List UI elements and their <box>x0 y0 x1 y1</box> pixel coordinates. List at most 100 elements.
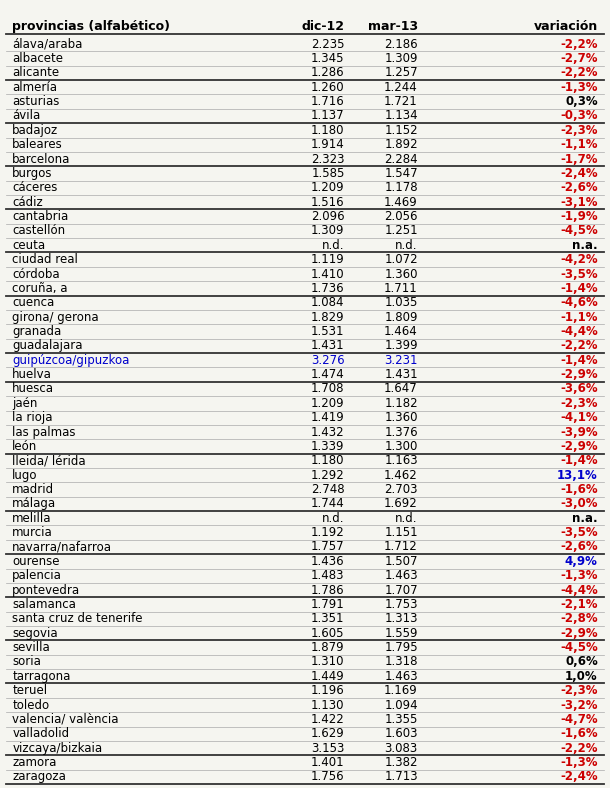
Text: -4,4%: -4,4% <box>560 584 598 597</box>
Text: -3,5%: -3,5% <box>560 267 598 281</box>
Text: la rioja: la rioja <box>12 411 52 424</box>
Text: 1.647: 1.647 <box>384 382 418 396</box>
Text: 1.292: 1.292 <box>311 469 345 481</box>
Text: 2.056: 2.056 <box>384 210 418 223</box>
Text: ávila: ávila <box>12 110 40 122</box>
Text: melilla: melilla <box>12 511 52 525</box>
Text: 1.401: 1.401 <box>311 756 345 769</box>
Text: 1.516: 1.516 <box>311 195 345 209</box>
Text: huelva: huelva <box>12 368 52 381</box>
Text: barcelona: barcelona <box>12 153 71 165</box>
Text: salamanca: salamanca <box>12 598 76 611</box>
Text: 1.182: 1.182 <box>384 397 418 410</box>
Text: 1.151: 1.151 <box>384 526 418 539</box>
Text: 1.547: 1.547 <box>384 167 418 180</box>
Text: -1,3%: -1,3% <box>561 569 598 582</box>
Text: 1.376: 1.376 <box>384 426 418 439</box>
Text: 1.257: 1.257 <box>384 66 418 80</box>
Text: -3,5%: -3,5% <box>560 526 598 539</box>
Text: variación: variación <box>534 20 598 33</box>
Text: 1.309: 1.309 <box>311 225 345 237</box>
Text: 2.235: 2.235 <box>311 38 345 50</box>
Text: granada: granada <box>12 325 62 338</box>
Text: segovia: segovia <box>12 626 58 640</box>
Text: 1.355: 1.355 <box>384 713 418 726</box>
Text: -4,5%: -4,5% <box>560 225 598 237</box>
Text: 1.192: 1.192 <box>311 526 345 539</box>
Text: burgos: burgos <box>12 167 52 180</box>
Text: jaén: jaén <box>12 397 38 410</box>
Text: mar-13: mar-13 <box>368 20 418 33</box>
Text: n.d.: n.d. <box>395 511 418 525</box>
Text: -1,1%: -1,1% <box>561 138 598 151</box>
Text: huesca: huesca <box>12 382 54 396</box>
Text: 1.721: 1.721 <box>384 95 418 108</box>
Text: 2.284: 2.284 <box>384 153 418 165</box>
Text: 1.431: 1.431 <box>311 340 345 352</box>
Text: 1.339: 1.339 <box>311 440 345 453</box>
Text: 2.323: 2.323 <box>311 153 345 165</box>
Text: 1.419: 1.419 <box>311 411 345 424</box>
Text: 1.163: 1.163 <box>384 455 418 467</box>
Text: 1.507: 1.507 <box>384 555 418 568</box>
Text: -2,3%: -2,3% <box>561 684 598 697</box>
Text: 1.035: 1.035 <box>384 296 418 309</box>
Text: 1.879: 1.879 <box>311 641 345 654</box>
Text: 1.829: 1.829 <box>311 310 345 324</box>
Text: zaragoza: zaragoza <box>12 771 66 783</box>
Text: 3.276: 3.276 <box>311 354 345 366</box>
Text: 1.707: 1.707 <box>384 584 418 597</box>
Text: -2,8%: -2,8% <box>560 612 598 626</box>
Text: 1.399: 1.399 <box>384 340 418 352</box>
Text: santa cruz de tenerife: santa cruz de tenerife <box>12 612 143 626</box>
Text: ceuta: ceuta <box>12 239 45 252</box>
Text: 1.196: 1.196 <box>311 684 345 697</box>
Text: -2,2%: -2,2% <box>561 38 598 50</box>
Text: -4,2%: -4,2% <box>560 253 598 266</box>
Text: 1.351: 1.351 <box>311 612 345 626</box>
Text: las palmas: las palmas <box>12 426 76 439</box>
Text: -2,9%: -2,9% <box>560 626 598 640</box>
Text: 1.318: 1.318 <box>384 656 418 668</box>
Text: 1.251: 1.251 <box>384 225 418 237</box>
Text: 1.744: 1.744 <box>311 497 345 511</box>
Text: -3,2%: -3,2% <box>561 698 598 712</box>
Text: murcia: murcia <box>12 526 53 539</box>
Text: 1.736: 1.736 <box>311 282 345 295</box>
Text: -1,4%: -1,4% <box>560 455 598 467</box>
Text: -4,7%: -4,7% <box>560 713 598 726</box>
Text: guadalajara: guadalajara <box>12 340 83 352</box>
Text: 0,3%: 0,3% <box>565 95 598 108</box>
Text: -2,7%: -2,7% <box>561 52 598 65</box>
Text: 3.083: 3.083 <box>384 742 418 755</box>
Text: -4,4%: -4,4% <box>560 325 598 338</box>
Text: 3.231: 3.231 <box>384 354 418 366</box>
Text: asturias: asturias <box>12 95 60 108</box>
Text: -1,3%: -1,3% <box>561 756 598 769</box>
Text: león: león <box>12 440 37 453</box>
Text: navarra/nafarroa: navarra/nafarroa <box>12 541 112 553</box>
Text: soria: soria <box>12 656 41 668</box>
Text: -2,6%: -2,6% <box>560 181 598 195</box>
Text: 1.708: 1.708 <box>311 382 345 396</box>
Text: valladolid: valladolid <box>12 727 70 740</box>
Text: 13,1%: 13,1% <box>557 469 598 481</box>
Text: 1.180: 1.180 <box>311 124 345 137</box>
Text: 1.712: 1.712 <box>384 541 418 553</box>
Text: n.d.: n.d. <box>395 239 418 252</box>
Text: 1.244: 1.244 <box>384 80 418 94</box>
Text: 1.169: 1.169 <box>384 684 418 697</box>
Text: -3,1%: -3,1% <box>561 195 598 209</box>
Text: 1.914: 1.914 <box>311 138 345 151</box>
Text: 1.178: 1.178 <box>384 181 418 195</box>
Text: -4,1%: -4,1% <box>560 411 598 424</box>
Text: provincias (alfabético): provincias (alfabético) <box>12 20 170 33</box>
Text: -1,6%: -1,6% <box>560 483 598 496</box>
Text: coruña, a: coruña, a <box>12 282 68 295</box>
Text: 1.309: 1.309 <box>384 52 418 65</box>
Text: 2.096: 2.096 <box>311 210 345 223</box>
Text: 1.605: 1.605 <box>311 626 345 640</box>
Text: sevilla: sevilla <box>12 641 50 654</box>
Text: 1.313: 1.313 <box>384 612 418 626</box>
Text: 1.464: 1.464 <box>384 325 418 338</box>
